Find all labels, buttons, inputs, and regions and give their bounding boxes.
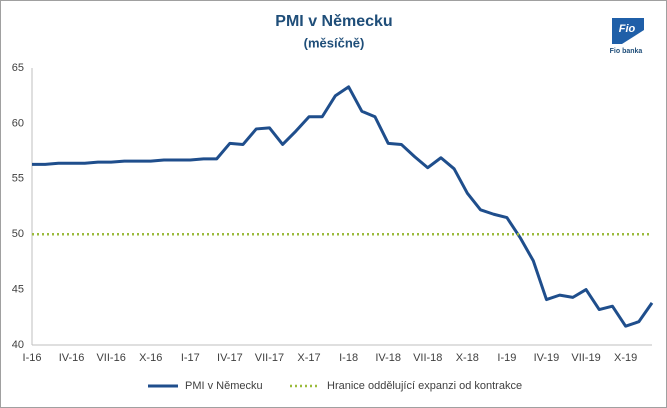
x-tick-label: VII-17 — [255, 352, 284, 364]
x-tick-label: X-19 — [614, 352, 637, 364]
y-tick-label: 55 — [12, 173, 24, 185]
y-tick-label: 50 — [12, 228, 24, 240]
chart-title: PMI v Německu — [275, 13, 392, 30]
x-tick-label: X-16 — [139, 352, 162, 364]
x-tick-label: X-18 — [456, 352, 479, 364]
y-tick-label: 60 — [12, 117, 24, 129]
x-tick-label: IV-18 — [375, 352, 401, 364]
x-tick-label: I-17 — [181, 352, 200, 364]
y-tick-label: 45 — [12, 284, 24, 296]
x-tick-label: IV-17 — [217, 352, 243, 364]
logo-text: Fio banka — [610, 48, 643, 55]
x-tick-label: I-19 — [497, 352, 516, 364]
y-tick-label: 40 — [12, 339, 24, 351]
y-tick-label: 65 — [12, 62, 24, 74]
x-tick-label: VII-19 — [571, 352, 600, 364]
series-line — [32, 85, 654, 328]
logo-shape — [612, 18, 644, 44]
x-tick-label: I-16 — [23, 352, 42, 364]
x-tick-label: I-18 — [339, 352, 358, 364]
x-tick-label: IV-16 — [59, 352, 85, 364]
logo-mark: Fio — [619, 23, 636, 35]
legend-label: Hranice oddělující expanzi od kontrakce — [327, 380, 522, 392]
x-tick-label: X-17 — [297, 352, 320, 364]
x-tick-label: VII-18 — [413, 352, 442, 364]
x-tick-label: IV-19 — [534, 352, 560, 364]
chart-subtitle: (měsíčně) — [304, 35, 365, 50]
legend-label: PMI v Německu — [185, 380, 263, 392]
logo: Fio Fio banka — [610, 18, 644, 55]
x-tick-label: VII-16 — [96, 352, 125, 364]
